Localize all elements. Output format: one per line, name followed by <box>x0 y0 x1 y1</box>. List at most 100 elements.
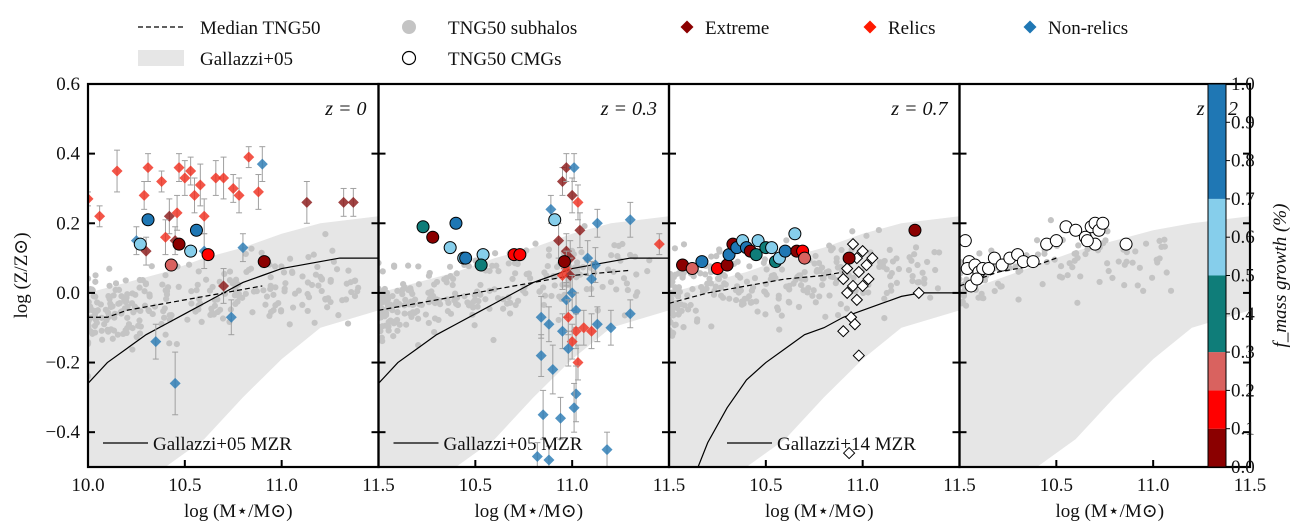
subhalo-point <box>959 300 965 307</box>
subhalo-point <box>129 324 136 332</box>
subhalo-point <box>389 292 396 300</box>
subhalo-point <box>819 281 826 289</box>
subhalo-point <box>286 255 294 262</box>
extreme-diamond <box>218 280 230 292</box>
subhalo-point <box>1017 267 1024 274</box>
x-tick-label: 10.5 <box>168 475 201 496</box>
colorbar-segment <box>1208 275 1226 353</box>
subhalo-point <box>850 274 857 281</box>
subhalo-point <box>110 292 117 299</box>
cmg-diamond <box>846 279 860 293</box>
subhalo-point <box>198 318 205 325</box>
subhalo-point <box>92 316 99 323</box>
mzr-line <box>697 292 960 467</box>
subhalo-point <box>581 222 588 230</box>
subhalo-point <box>422 311 429 318</box>
subhalo-point <box>1129 259 1136 266</box>
highlight-circle <box>426 230 440 244</box>
subhalo-point <box>678 307 685 315</box>
subhalo-point <box>94 299 101 306</box>
subhalo-point <box>599 283 606 291</box>
y-tick-label: −0.2 <box>46 353 80 374</box>
subhalo-point <box>145 307 153 315</box>
relic-diamond <box>586 325 598 337</box>
subhalo-point <box>748 287 755 294</box>
subhalo-point <box>893 279 900 287</box>
cmg-diamond <box>840 286 854 300</box>
subhalo-point <box>124 303 131 310</box>
subhalo-point <box>909 277 916 285</box>
subhalo-point <box>778 266 786 273</box>
nonrelic-diamond <box>531 451 543 463</box>
panel-frames <box>86 82 1252 469</box>
subhalo-point <box>743 278 751 285</box>
subhalo-point <box>250 288 258 295</box>
subhalo-point <box>1071 250 1078 257</box>
colorbar-segment <box>1208 84 1226 199</box>
subhalo-point <box>669 309 676 317</box>
subhalo-point <box>242 290 249 297</box>
subhalo-point <box>801 269 808 276</box>
cmg-circle <box>1119 237 1133 251</box>
relic-diamond <box>562 311 574 323</box>
subhalo-point <box>415 263 422 270</box>
cmg-diamond <box>856 244 869 258</box>
subhalo-point <box>786 299 793 306</box>
cmg-circle <box>1069 223 1083 237</box>
nonrelic-diamond <box>545 203 557 215</box>
subhalo-point <box>482 296 489 303</box>
highlight-circle <box>184 244 198 258</box>
subhalo-point <box>289 304 297 311</box>
subhalo-point <box>106 282 113 289</box>
subhalo-point <box>168 312 175 319</box>
subhalo-point <box>486 267 493 275</box>
nonrelic-diamond <box>547 364 559 376</box>
nonrelic-diamond <box>568 162 580 174</box>
subhalo-point <box>548 292 555 300</box>
subhalo-point <box>344 320 352 327</box>
subhalo-point <box>1104 228 1111 235</box>
subhalo-point <box>976 250 983 257</box>
subhalo-point <box>146 293 153 300</box>
cmg-circle <box>1026 255 1040 269</box>
subhalo-point <box>329 247 336 254</box>
subhalo-point <box>624 286 631 294</box>
relic-diamond <box>653 238 665 250</box>
subhalo-point <box>623 280 631 287</box>
cmg-diamond <box>837 272 850 286</box>
subhalo-point <box>810 287 817 294</box>
subhalo-point <box>762 280 770 288</box>
subhalo-point <box>837 301 844 308</box>
subhalo-point <box>239 294 246 301</box>
subhalo-point <box>267 274 274 281</box>
subhalo-point <box>98 314 105 321</box>
subhalo-point <box>270 291 277 298</box>
subhalo-point <box>689 286 696 293</box>
subhalo-point <box>305 294 313 301</box>
subhalo-point <box>680 241 688 248</box>
subhalo-point <box>411 296 419 303</box>
gallazzi-band <box>88 216 379 467</box>
colorbar-tick-label: 0.0 <box>1231 457 1255 478</box>
subhalo-point <box>927 294 934 301</box>
subhalo-point <box>503 300 511 307</box>
highlight-circle <box>141 213 155 227</box>
subhalo-point <box>826 292 833 299</box>
subhalo-point <box>188 288 195 295</box>
nonrelic-diamond <box>570 304 582 316</box>
relic-diamond <box>156 175 168 187</box>
legend-label: Non-relics <box>1048 18 1128 39</box>
relic-diamond <box>572 357 584 369</box>
subhalo-point <box>754 308 761 315</box>
subhalo-point <box>1047 217 1054 224</box>
subhalo-point <box>514 260 521 268</box>
subhalo-point <box>646 257 653 264</box>
subhalo-point <box>746 263 753 270</box>
subhalo-point <box>523 271 530 278</box>
nonrelic-diamond <box>570 388 582 400</box>
subhalo-point <box>876 263 883 271</box>
y-axis-label: log (Z/Z⊙) <box>11 232 32 318</box>
subhalo-point <box>288 268 296 275</box>
legend-item: Non-relics <box>1023 18 1128 39</box>
highlight-circle <box>474 258 488 272</box>
